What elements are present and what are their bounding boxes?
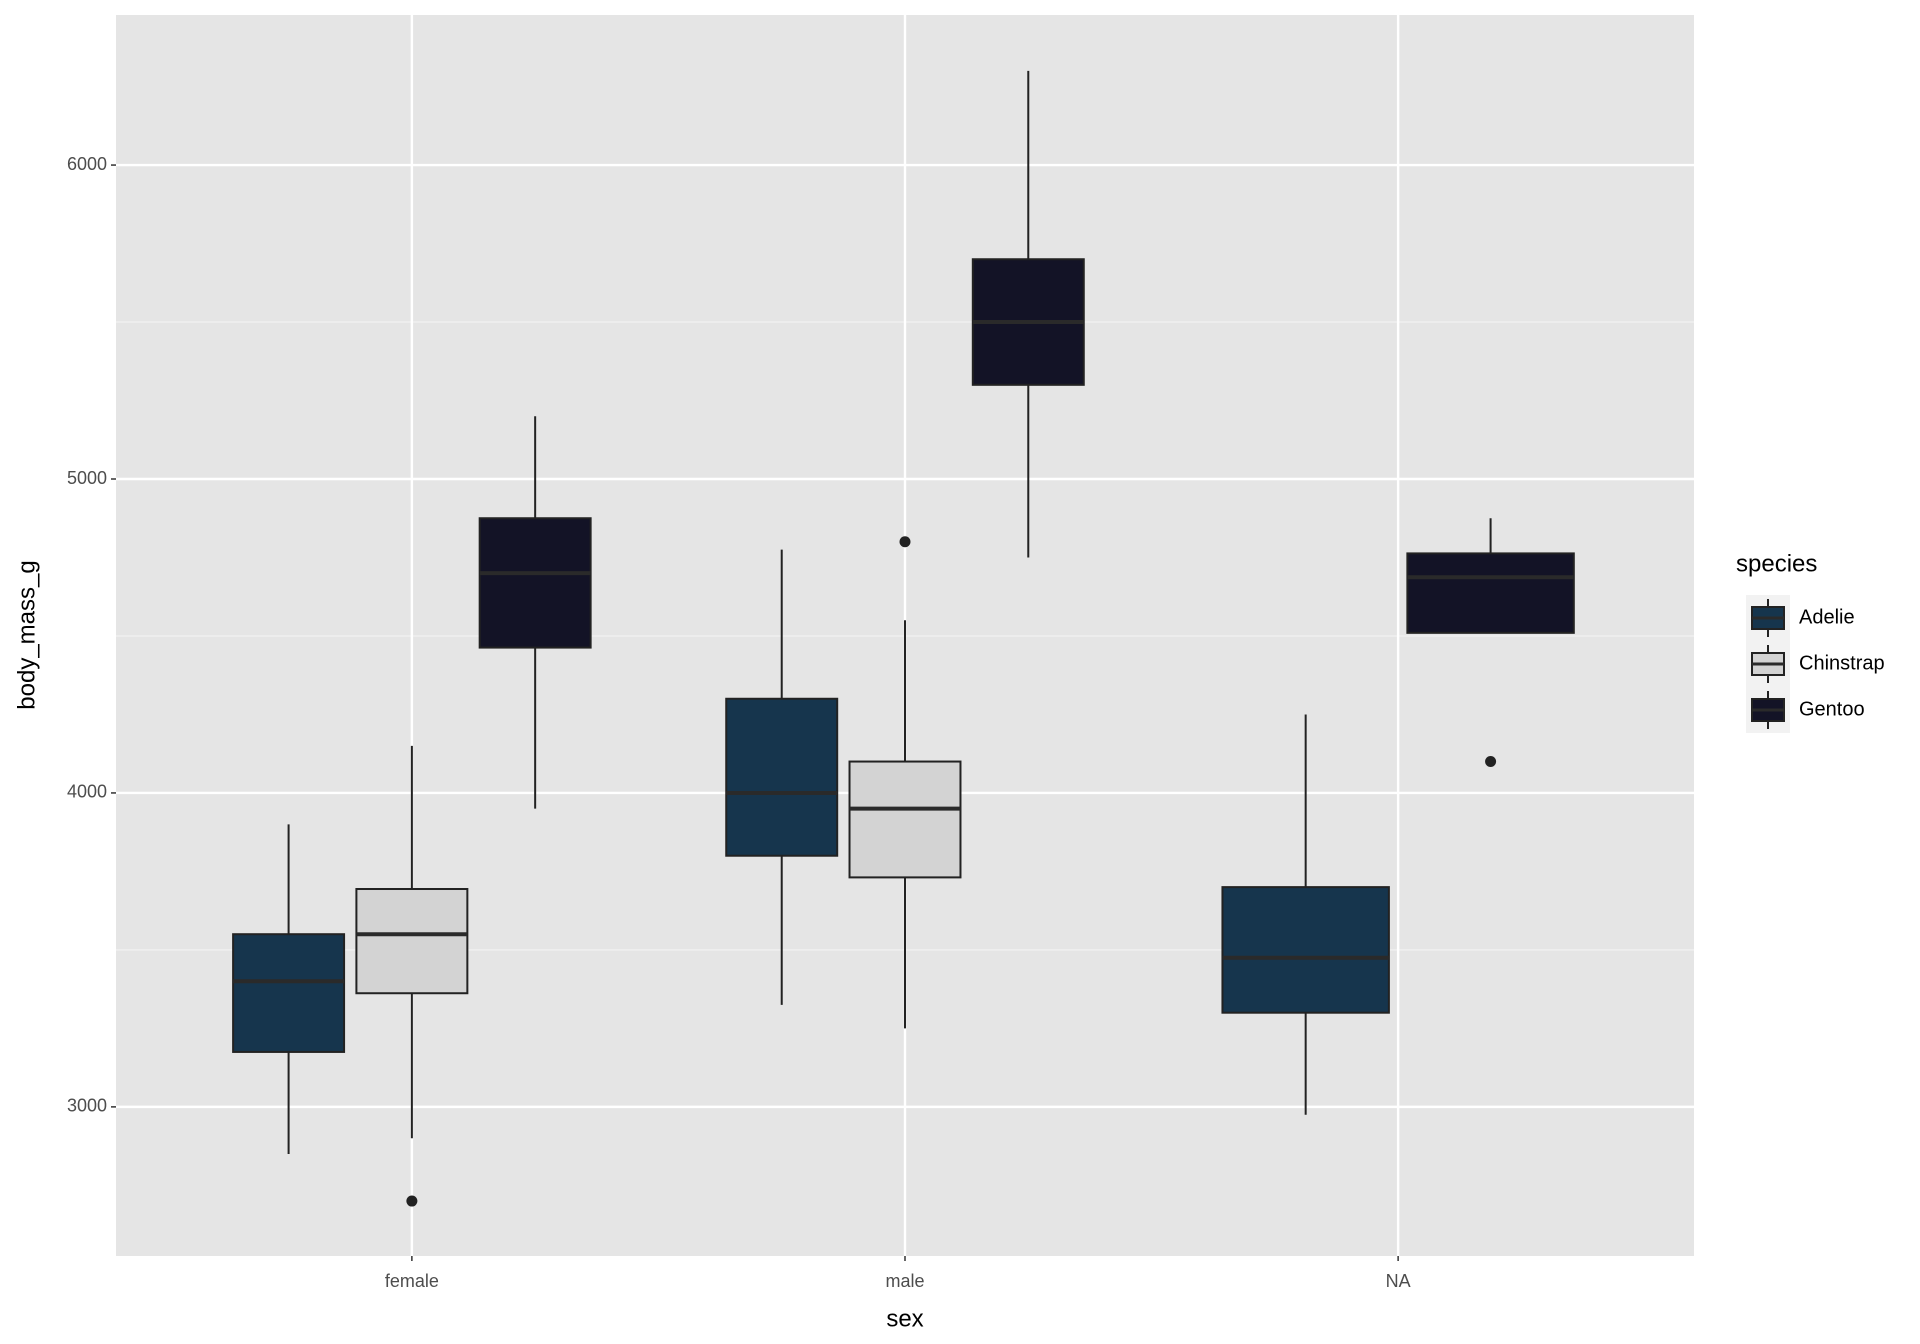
x-tick-label: NA [1386,1271,1411,1291]
box [1221,886,1390,1014]
y-axis-title: body_mass_g [13,560,40,709]
box [232,933,346,1053]
legend-label: Gentoo [1799,698,1865,720]
box [1406,552,1575,634]
outlier [899,536,911,548]
x-tick-label: male [885,1271,924,1291]
box [725,697,839,857]
x-tick-label: female [385,1271,439,1291]
box [848,760,962,879]
legend-label: Chinstrap [1799,652,1885,674]
x-axis-title: sex [886,1305,923,1332]
outlier [1485,756,1497,768]
legend-label: Adelie [1799,606,1855,628]
y-tick-label: 5000 [67,468,107,488]
outlier [406,1195,418,1207]
y-tick-label: 4000 [67,782,107,802]
box [478,517,592,649]
y-tick-label: 3000 [67,1096,107,1116]
legend-title: species [1736,550,1817,577]
y-tick-label: 6000 [67,154,107,174]
box [355,888,469,995]
